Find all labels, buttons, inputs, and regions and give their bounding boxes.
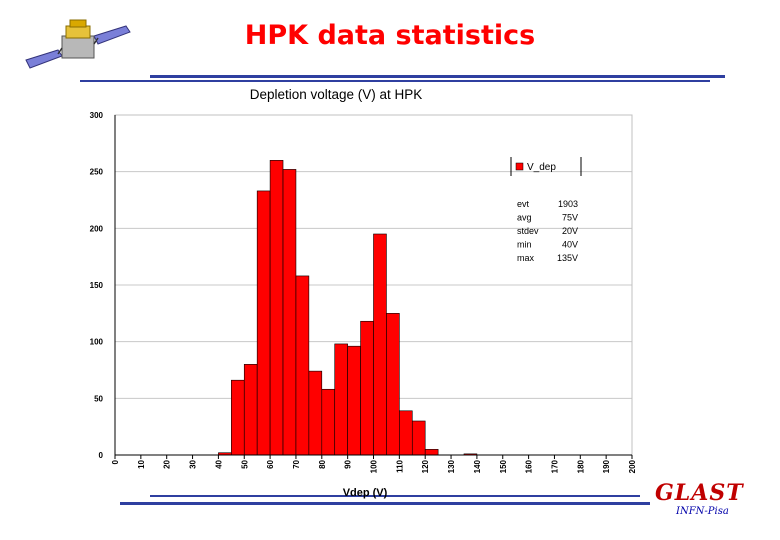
y-tick-label: 200 bbox=[90, 224, 104, 233]
bar bbox=[334, 343, 348, 456]
stat-value: 1903 bbox=[558, 199, 578, 209]
x-tick-label: 30 bbox=[189, 459, 198, 468]
bar bbox=[243, 364, 258, 456]
brand-logo: GLAST bbox=[655, 480, 744, 506]
satellite-icon bbox=[25, 19, 131, 69]
x-tick-label: 10 bbox=[137, 459, 146, 468]
stat-label: evt bbox=[517, 199, 530, 209]
chart-title: Depletion voltage (V) at HPK bbox=[250, 87, 423, 102]
x-axis-label: Vdep (V) bbox=[343, 487, 388, 499]
x-tick-label: 60 bbox=[266, 459, 275, 468]
stat-value: 75V bbox=[562, 213, 578, 223]
x-tick-label: 180 bbox=[576, 459, 585, 473]
stat-value: 40V bbox=[562, 240, 578, 250]
x-tick-label: 170 bbox=[550, 459, 559, 473]
bar bbox=[411, 420, 426, 456]
x-tick-label: 200 bbox=[628, 459, 637, 473]
bar bbox=[360, 320, 374, 456]
header-rule-secondary bbox=[80, 80, 710, 82]
y-tick-label: 300 bbox=[90, 111, 104, 120]
legend-swatch bbox=[515, 162, 524, 171]
y-tick-label: 250 bbox=[90, 168, 104, 177]
x-tick-label: 50 bbox=[240, 459, 249, 468]
bar bbox=[347, 345, 361, 456]
bar bbox=[295, 275, 310, 456]
x-tick-label: 80 bbox=[318, 459, 327, 468]
bar bbox=[282, 169, 297, 456]
bar bbox=[308, 370, 323, 456]
x-tick-label: 130 bbox=[447, 459, 456, 473]
x-tick-label: 140 bbox=[473, 459, 482, 473]
bar-group bbox=[218, 160, 478, 456]
x-tick-label: 70 bbox=[292, 459, 301, 468]
x-tick-label: 160 bbox=[525, 459, 534, 473]
stat-label: stdev bbox=[517, 226, 539, 236]
bar bbox=[399, 410, 413, 456]
stat-label: min bbox=[517, 240, 532, 250]
y-tick-label: 150 bbox=[90, 281, 104, 290]
stat-value: 135V bbox=[557, 253, 578, 263]
stats-box: evt 1903 avg 75V stdev 20V min 40V max 135V bbox=[517, 199, 578, 263]
x-tick-labels: 0 10 20 30 40 50 60 70 80 90 100 110 120 130 140 150 160… bbox=[111, 459, 637, 473]
x-tick-label: 20 bbox=[163, 459, 172, 468]
bar bbox=[424, 449, 439, 456]
x-tick-label: 100 bbox=[370, 459, 379, 473]
x-tick-label: 150 bbox=[499, 459, 508, 473]
bar bbox=[321, 388, 336, 456]
bar bbox=[373, 233, 387, 456]
slide-title: HPK data statistics bbox=[244, 20, 536, 51]
y-tick-label: 50 bbox=[94, 394, 103, 403]
y-tick-label: 100 bbox=[90, 338, 104, 347]
x-tick-label: 120 bbox=[421, 459, 430, 473]
x-tick-label: 40 bbox=[214, 459, 223, 468]
bar bbox=[256, 190, 271, 456]
y-tick-label: 0 bbox=[99, 451, 104, 460]
axes bbox=[114, 114, 633, 459]
x-tick-label: 110 bbox=[395, 459, 404, 472]
stat-label: avg bbox=[517, 213, 532, 223]
stat-value: 20V bbox=[562, 226, 578, 236]
x-tick-label: 190 bbox=[602, 459, 611, 473]
footer-rule-secondary bbox=[120, 502, 650, 505]
bar bbox=[231, 379, 245, 456]
bar bbox=[386, 313, 400, 456]
legend-label: V_dep bbox=[527, 162, 556, 173]
brand-subtitle: INFN-Pisa bbox=[676, 506, 729, 517]
header-rule bbox=[150, 75, 725, 78]
bar bbox=[269, 160, 284, 456]
stat-label: max bbox=[517, 253, 535, 263]
footer-rule bbox=[150, 495, 640, 497]
legend: V_dep bbox=[510, 157, 582, 176]
x-tick-label: 90 bbox=[344, 459, 353, 468]
x-tick-label: 0 bbox=[111, 459, 120, 464]
y-tick-labels: 0 50 100 150 200 250 300 bbox=[90, 111, 104, 460]
